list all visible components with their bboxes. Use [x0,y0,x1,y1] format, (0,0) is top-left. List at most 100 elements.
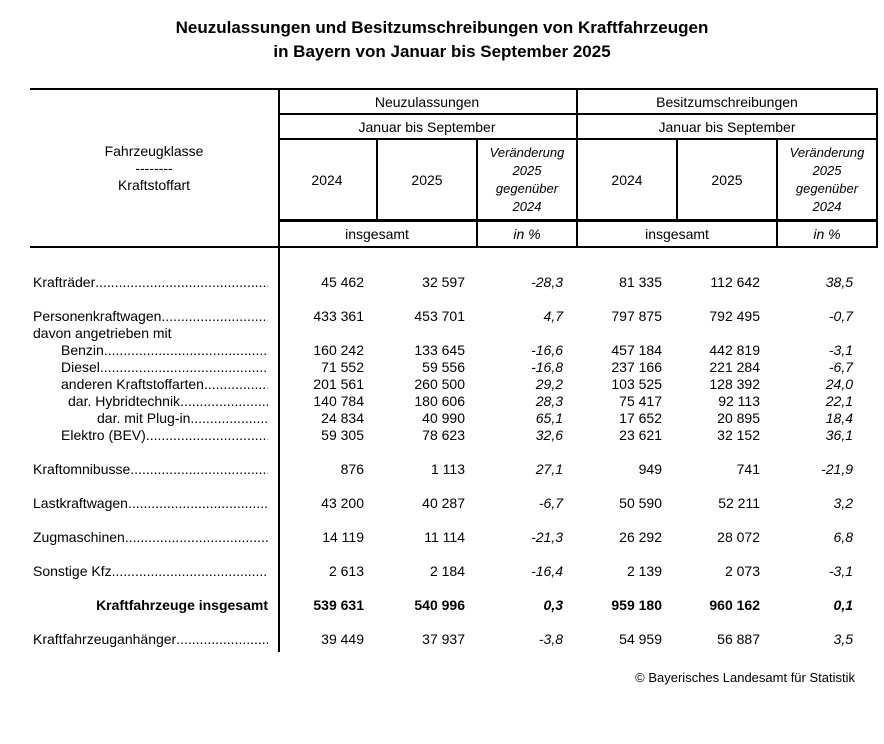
cell-neuzulassungen-2025: 40 287 [422,495,465,511]
dot-leader [100,359,268,376]
cell-neuzulassungen-2025: 1 113 [431,461,465,477]
change-header-word: 2024 [512,198,542,214]
year-header-bu-2025: 2025 [678,140,778,219]
cell-neuzulassungen-2025: 133 645 [414,342,465,358]
cell-neuzulassungen-2025: 2 184 [429,563,465,579]
cell-besitzumschreibungen-change [778,325,878,342]
cell-neuzulassungen-2025: 40 990 [422,410,465,426]
cell-neuzulassungen-2025: 260 500 [414,376,465,392]
cell-besitzumschreibungen-2024: 949 [638,461,662,477]
cell-besitzumschreibungen-2024: 23 621 [619,427,662,443]
row-label-text: Sonstige Kfz [33,563,112,579]
stub-header-line1: Fahrzeugklasse [104,142,204,159]
cell-besitzumschreibungen-change: -0,7 [828,308,853,324]
table-row: Kraftomnibusse 876 1 113 27,1 949 741 -21,9 [30,461,878,478]
cell-besitzumschreibungen-2025: 741 [736,461,760,477]
row-label-text: Krafträder [33,274,96,290]
cell-neuzulassungen-change: 28,3 [535,393,563,409]
cell-neuzulassungen-2024: 71 552 [321,359,364,375]
change-header-word: 2025 [812,162,842,178]
dot-leader [130,461,268,478]
cell-besitzumschreibungen-2024: 797 875 [611,308,662,324]
cell-neuzulassungen-2025: 59 556 [422,359,465,375]
change-header-word: Veränderung [489,144,565,160]
table-row: Zugmaschinen 14 119 11 114 -21,3 26 292 28 07… [30,529,878,546]
cell-neuzulassungen-2024: 45 462 [321,274,364,290]
dot-leader [204,376,268,393]
cell-besitzumschreibungen-2024: 75 417 [619,393,662,409]
cell-neuzulassungen-change: 65,1 [535,410,563,426]
cell-neuzulassungen-2024: 876 [340,461,364,477]
dot-leader [161,308,268,325]
dot-leader [176,631,268,648]
table-row: Personenkraftwagen 433 361 453 701 4,7 797 8… [30,308,878,325]
row-label: Krafträder [30,274,278,291]
dot-leader [125,529,268,546]
cell-besitzumschreibungen-2024: 50 590 [619,495,662,511]
row-spacer [30,248,878,274]
cell-neuzulassungen-change: 32,6 [535,427,563,443]
cell-neuzulassungen-2024: 2 613 [328,563,364,579]
change-header-word: gegenüber [795,180,859,196]
cell-neuzulassungen-2025: 540 996 [414,597,465,613]
cell-neuzulassungen-change: 27,1 [535,461,563,477]
row-spacer [30,512,878,529]
cell-besitzumschreibungen-2024: 2 139 [626,563,662,579]
row-label-text: dar. Hybridtechnik [68,393,181,409]
dot-leader [128,495,268,512]
row-label-text: davon angetrieben mit [33,325,172,341]
year-header-nz-2024: 2024 [278,140,378,219]
subheader-insgesamt-bu: insgesamt [578,222,778,246]
cell-besitzumschreibungen-2025: 221 284 [709,359,760,375]
period-header-neuzulassungen: Januar bis September [278,115,578,138]
cell-neuzulassungen-change: -6,7 [538,495,563,511]
period-header-besitzumschreibungen: Januar bis September [578,115,878,138]
change-header-bu: Veränderung 2025 gegenüber 2024 [778,140,878,219]
cell-neuzulassungen-change [478,325,578,342]
cell-neuzulassungen-change: -3,8 [538,631,563,647]
cell-besitzumschreibungen-change: -6,7 [828,359,853,375]
subheader-in-percent-nz: in % [478,222,578,246]
change-header-word: Veränderung [789,144,865,160]
dot-leader [95,274,268,291]
cell-neuzulassungen-change: -21,3 [531,529,563,545]
copyright-note: © Bayerisches Landesamt für Statistik [635,670,855,685]
row-label: Sonstige Kfz [30,563,278,580]
dot-leader [190,410,268,427]
table-row: Lastkraftwagen 43 200 40 287 -6,7 50 590 52 2… [30,495,878,512]
row-label: dar. mit Plug-in [30,410,278,427]
table-row: Benzin 160 242 133 645 -16,6 457 184 442 819 -… [30,342,878,359]
cell-besitzumschreibungen-2024 [578,325,678,342]
year-header-bu-2024: 2024 [578,140,678,219]
cell-neuzulassungen-2024: 140 784 [313,393,364,409]
stub-header-divider: -------- [135,159,173,176]
row-label: dar. Hybridtechnik [30,393,278,410]
row-label: Diesel [30,359,278,376]
year-header-nz-2025: 2025 [378,140,478,219]
cell-besitzumschreibungen-2024: 81 335 [619,274,662,290]
table-row: Elektro (BEV) 59 305 78 623 32,6 23 621 32 15… [30,427,878,444]
row-spacer [30,580,878,597]
change-header-word: gegenüber [495,180,559,196]
table-row: dar. mit Plug-in 24 834 40 990 65,1 17 652 20… [30,410,878,427]
table-body: Krafträder 45 462 32 597 -28,3 81 335 112 642… [30,248,878,652]
cell-besitzumschreibungen-change: 36,1 [825,427,853,443]
cell-neuzulassungen-change: -28,3 [531,274,563,290]
cell-neuzulassungen-2024: 14 119 [322,529,364,545]
cell-besitzumschreibungen-2025: 52 211 [718,495,760,511]
stub-header-line2: Kraftstoffart [117,176,191,193]
period-row: Januar bis September Januar bis Septembe… [278,115,878,140]
cell-besitzumschreibungen-change: -21,9 [821,461,853,477]
cell-besitzumschreibungen-change: 6,8 [833,529,853,545]
row-label: Lastkraftwagen [30,495,278,512]
cell-besitzumschreibungen-change: -3,1 [828,342,853,358]
cell-besitzumschreibungen-2025: 20 895 [717,410,760,426]
cell-besitzumschreibungen-change: 0,1 [833,597,853,613]
row-spacer [30,478,878,495]
cell-besitzumschreibungen-2025: 960 162 [709,597,760,613]
cell-besitzumschreibungen-change: 3,5 [833,631,853,647]
cell-neuzulassungen-2024: 24 834 [321,410,364,426]
row-label-text: Kraftomnibusse [33,461,131,477]
row-label: Kraftfahrzeuge insgesamt [30,597,278,614]
cell-besitzumschreibungen-2025: 128 392 [709,376,760,392]
